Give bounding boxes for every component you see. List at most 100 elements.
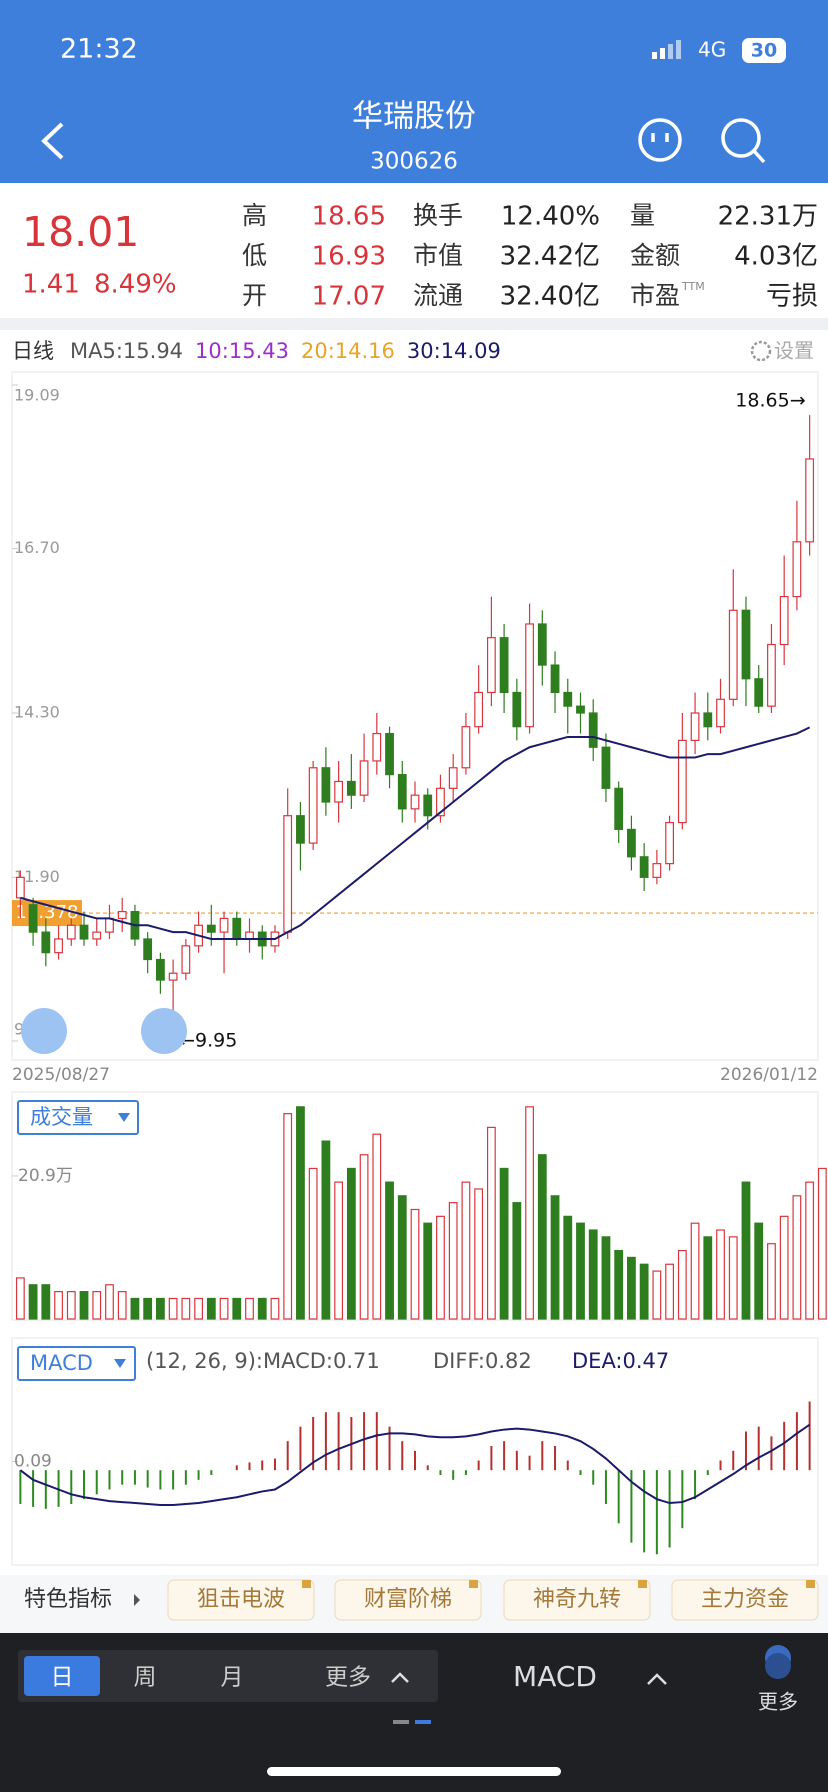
- candle-body: [690, 712, 700, 741]
- field-value: 12.40%: [501, 202, 600, 232]
- candle-body: [92, 931, 102, 940]
- volume-bar: [474, 1188, 484, 1320]
- volume-bar: [410, 1208, 420, 1320]
- candle-body: [308, 767, 318, 844]
- settings-button[interactable]: 设置: [750, 339, 814, 363]
- volume-bar: [448, 1202, 458, 1320]
- feature-button[interactable]: [503, 1579, 651, 1621]
- ma-legend-item: MA5:15.94: [70, 339, 183, 363]
- feature-button[interactable]: [167, 1579, 315, 1621]
- period-tab[interactable]: 更多: [325, 1665, 371, 1691]
- volume-bar: [767, 1243, 776, 1320]
- candle-body: [728, 609, 738, 700]
- ma-legend-item: 10:15.43: [195, 339, 289, 363]
- features-label[interactable]: 特色指标: [24, 1587, 112, 1612]
- field-value: 22.31万: [718, 202, 818, 232]
- search-button[interactable]: [721, 118, 766, 164]
- volume-bar: [550, 1195, 560, 1320]
- last-price: 18.01: [22, 208, 139, 256]
- volume-bar: [372, 1133, 382, 1320]
- macd-dea: DEA:0.47: [572, 1349, 669, 1373]
- volume-bar: [296, 1106, 305, 1320]
- volume-bar: [15, 1277, 25, 1320]
- candle-body: [54, 938, 63, 954]
- chat-button[interactable]: [638, 118, 682, 162]
- volume-bar: [79, 1291, 89, 1320]
- candle-body: [499, 637, 509, 694]
- volume-bar: [28, 1284, 38, 1320]
- volume-bar: [245, 1297, 254, 1320]
- volume-bar: [792, 1195, 802, 1320]
- candle-body: [168, 972, 178, 981]
- volume-bar: [716, 1229, 725, 1320]
- indicator-selector[interactable]: MACD: [513, 1660, 597, 1693]
- more-label[interactable]: 更多: [758, 1690, 798, 1714]
- volume-bar: [130, 1297, 140, 1320]
- lock-icon: [638, 1580, 647, 1588]
- feature-button[interactable]: [334, 1579, 482, 1621]
- candle-body: [627, 828, 636, 858]
- period-tab[interactable]: 月: [221, 1665, 244, 1691]
- expand-button[interactable]: [21, 1008, 67, 1054]
- candle-body: [741, 609, 751, 680]
- dea-line: [19, 1423, 811, 1506]
- home-indicator: [267, 1767, 561, 1776]
- price-panel: [11, 371, 819, 1061]
- volume-bar: [117, 1291, 127, 1320]
- candle-body: [15, 876, 25, 899]
- field-label: 市值: [413, 241, 463, 270]
- candle-body: [397, 774, 407, 810]
- field-value: 16.93: [312, 242, 386, 272]
- volume-bar: [308, 1167, 318, 1320]
- candle-body: [219, 917, 229, 933]
- candle-body: [601, 746, 611, 789]
- date-end: 2026/01/12: [720, 1065, 818, 1085]
- volume-bar: [665, 1263, 675, 1320]
- volume-bar: [627, 1256, 636, 1320]
- volume-bar: [576, 1222, 585, 1320]
- lock-icon: [469, 1580, 478, 1588]
- candle-body: [779, 595, 789, 646]
- zoom-button[interactable]: [141, 1008, 187, 1054]
- candle-body: [805, 458, 815, 543]
- candle-body: [461, 726, 471, 769]
- settings-label: 设置: [774, 339, 814, 363]
- feature-button[interactable]: [671, 1579, 819, 1621]
- volume-bar: [461, 1181, 471, 1320]
- network: 4G: [698, 38, 726, 62]
- charts: 19.0916.7014.3011.909.5111.37818.65→←9.9…: [12, 384, 827, 1555]
- period-label: 日线: [12, 339, 54, 363]
- period-tab[interactable]: 日: [51, 1665, 74, 1691]
- stock-code: 300626: [370, 149, 458, 175]
- candle-body: [143, 938, 153, 961]
- stock-name: 华瑞股份: [352, 99, 476, 135]
- volume-selector[interactable]: 成交量: [17, 1100, 139, 1135]
- back-button[interactable]: [41, 122, 64, 160]
- status-time: 21:32: [60, 34, 138, 65]
- low-label: ←9.95: [179, 1029, 237, 1051]
- volume-bar: [588, 1229, 598, 1320]
- macd-params: (12, 26, 9):MACD:0.71: [146, 1349, 380, 1373]
- ma-legend-item: 30:14.09: [407, 339, 501, 363]
- candle-body: [474, 691, 484, 728]
- tabs: 日 周 月 更多: [51, 1665, 372, 1691]
- features-arrow: [134, 1594, 140, 1606]
- volume-bar: [537, 1154, 547, 1320]
- more-icon[interactable]: [765, 1645, 791, 1679]
- macd-selector[interactable]: MACD: [17, 1346, 136, 1381]
- volume-bar: [805, 1181, 815, 1320]
- field-label: 流通: [413, 281, 463, 310]
- page-dot: [393, 1720, 409, 1724]
- candle-body: [525, 623, 534, 728]
- volume-bar: [779, 1215, 789, 1320]
- period-tabs: [18, 1650, 438, 1702]
- price-change-pct: 8.49%: [94, 270, 177, 300]
- volume-bar: [512, 1202, 522, 1320]
- indicator-arrow: [647, 1673, 667, 1685]
- volume-bar: [334, 1181, 344, 1320]
- field-value: 亏损: [766, 282, 818, 312]
- y-tick-label: 11.90: [14, 867, 60, 886]
- candle-body: [512, 691, 522, 728]
- period-tab[interactable]: 周: [134, 1665, 157, 1691]
